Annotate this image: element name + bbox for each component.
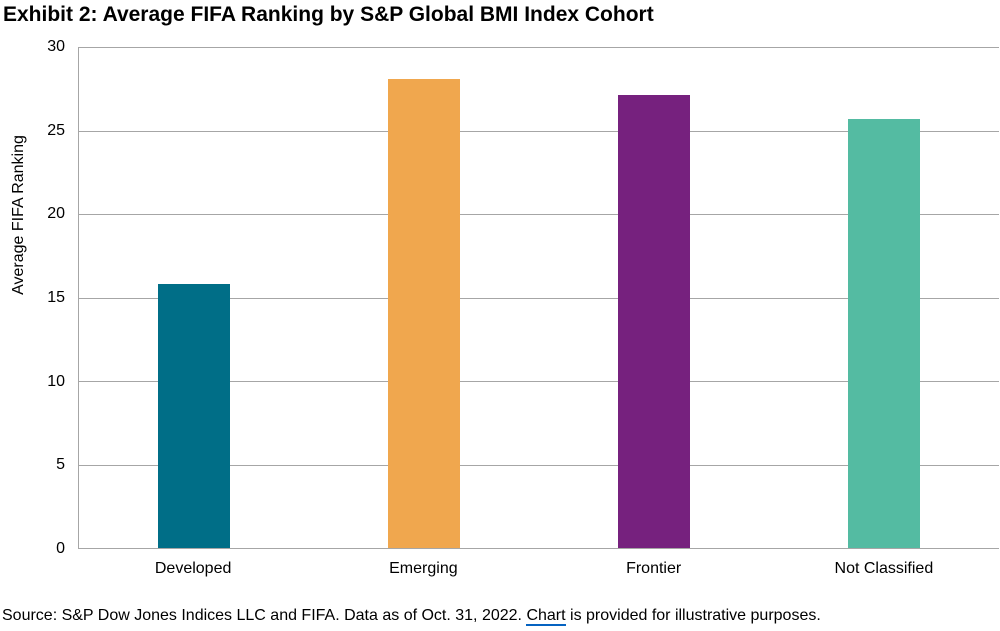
x-label-frontier: Frontier	[626, 560, 682, 577]
gridline-25	[79, 130, 999, 132]
chart-title: Exhibit 2: Average FIFA Ranking by S&P G…	[3, 3, 654, 26]
bar-not-classified	[848, 118, 920, 548]
y-tick-label-10: 10	[47, 372, 65, 390]
chart-link[interactable]: Chart	[526, 607, 566, 626]
gridline-30	[79, 47, 999, 48]
plot-area	[78, 47, 999, 549]
source-text-before: Source: S&P Dow Jones Indices LLC and FI…	[2, 607, 527, 624]
gridline-10	[79, 381, 999, 382]
y-tick-label-20: 20	[47, 205, 65, 223]
source-text-after: is provided for illustrative purposes.	[565, 607, 821, 624]
x-label-emerging: Emerging	[389, 560, 458, 577]
bar-frontier	[618, 95, 690, 548]
y-tick-label-0: 0	[56, 540, 65, 557]
y-tick-label-30: 30	[47, 38, 65, 55]
bar-emerging	[388, 78, 460, 548]
x-label-not-classified: Not Classified	[834, 560, 934, 577]
y-axis-ticks: 0 5 10 15 20 25 30	[0, 39, 65, 557]
x-label-developed: Developed	[154, 560, 232, 577]
y-tick-label-5: 5	[56, 456, 65, 474]
gridline-20	[79, 214, 999, 215]
y-tick-label-15: 15	[47, 289, 65, 306]
x-axis-labels: Developed Emerging Frontier Not Classified	[78, 559, 999, 581]
gridline-15	[79, 297, 999, 299]
bar-developed	[158, 284, 230, 548]
gridline-5	[79, 464, 999, 466]
source-note: Source: S&P Dow Jones Indices LLC and FI…	[2, 607, 821, 626]
y-tick-label-25: 25	[47, 121, 65, 139]
